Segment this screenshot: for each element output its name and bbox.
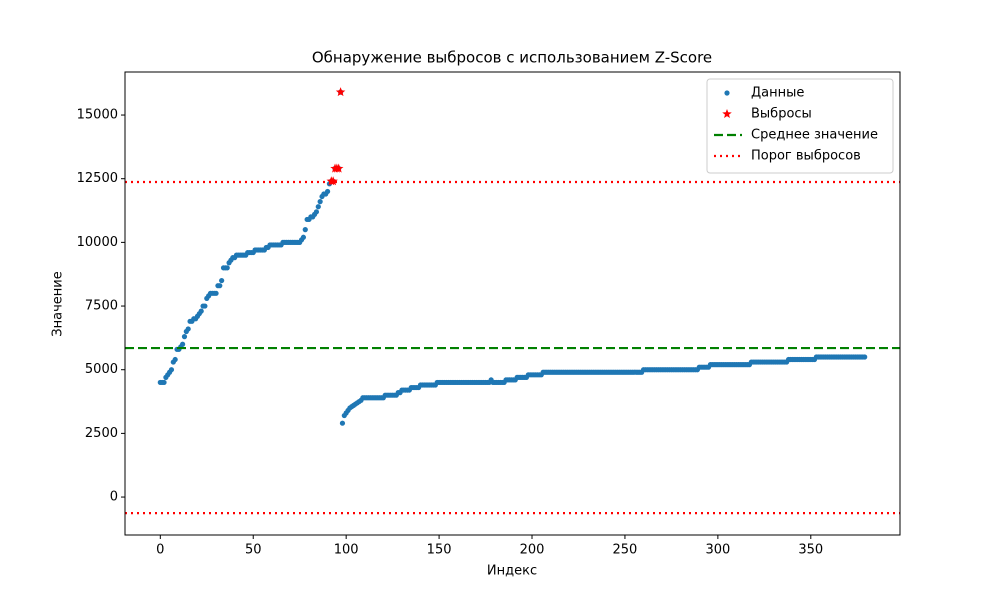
plot-frame bbox=[124, 71, 901, 536]
data-point bbox=[224, 265, 230, 271]
data-point bbox=[161, 379, 167, 386]
x-tick-label: 200 bbox=[520, 543, 545, 558]
legend-swatch bbox=[724, 90, 730, 96]
legend-label: Выбросы bbox=[751, 107, 812, 122]
y-tick-label: 2500 bbox=[85, 426, 118, 441]
data-point bbox=[317, 199, 323, 205]
data-point bbox=[202, 303, 208, 309]
outlier-point bbox=[328, 176, 338, 186]
y-tick-label: 5000 bbox=[85, 362, 118, 377]
x-tick-label: 250 bbox=[613, 543, 638, 558]
legend-swatch bbox=[722, 109, 732, 119]
x-tick-label: 150 bbox=[427, 543, 452, 558]
chart-title: Обнаружение выбросов с использованием Z-… bbox=[312, 49, 712, 67]
data-point bbox=[181, 334, 188, 340]
x-tick-label: 350 bbox=[798, 543, 823, 558]
y-tick-label: 10000 bbox=[77, 235, 118, 250]
y-tick-label: 12500 bbox=[77, 171, 118, 186]
data-point bbox=[180, 341, 186, 347]
data-point bbox=[213, 290, 219, 296]
legend-label: Порог выбросов bbox=[751, 149, 861, 164]
x-tick-label: 0 bbox=[156, 543, 164, 558]
data-point bbox=[185, 326, 191, 332]
x-tick-label: 50 bbox=[245, 543, 262, 558]
y-axis-label: Значение bbox=[51, 271, 66, 336]
x-tick-label: 100 bbox=[334, 543, 359, 558]
data-point bbox=[313, 209, 320, 215]
legend-box bbox=[706, 78, 894, 174]
y-tick-label: 15000 bbox=[77, 108, 118, 123]
legend-label: Среднее значение bbox=[751, 128, 878, 143]
legend-label: Данные bbox=[751, 86, 804, 101]
data-point bbox=[217, 283, 223, 289]
x-axis-label: Индекс bbox=[487, 564, 537, 579]
data-point bbox=[168, 367, 175, 373]
outlier-point bbox=[333, 163, 344, 173]
data-point bbox=[339, 420, 346, 426]
y-tick-label: 7500 bbox=[85, 299, 118, 314]
y-tick-label: 0 bbox=[110, 490, 118, 505]
data-point bbox=[172, 356, 178, 363]
data-point bbox=[219, 277, 225, 284]
data-point bbox=[198, 308, 204, 314]
outlier-point bbox=[335, 87, 346, 97]
data-point bbox=[302, 227, 308, 233]
x-tick-label: 300 bbox=[705, 543, 730, 558]
data-point bbox=[862, 354, 868, 360]
data-point bbox=[324, 188, 331, 195]
data-point bbox=[300, 234, 307, 240]
data-point bbox=[315, 204, 321, 210]
